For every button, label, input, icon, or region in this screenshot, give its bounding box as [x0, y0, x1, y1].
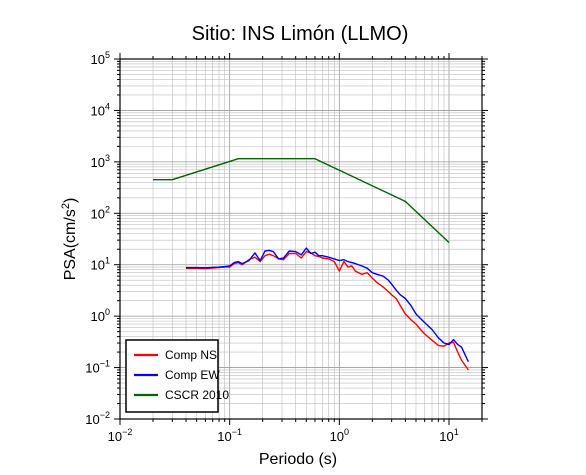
- chart-title: Sitio: INS Limón (LLMO): [192, 23, 409, 45]
- x-axis: 10−2 10−1 100 101: [108, 53, 483, 444]
- legend-label: Comp NS: [165, 348, 217, 362]
- x-tick-label: 100: [330, 427, 349, 444]
- legend: Comp NS Comp EW CSCR 2010: [125, 339, 229, 413]
- y-tick-label: 101: [91, 256, 110, 273]
- x-axis-label: Periodo (s): [259, 451, 337, 468]
- legend-label: Comp EW: [165, 368, 220, 382]
- legend-box: [125, 339, 219, 413]
- y-axis-label: PSA(cm/s2): [60, 198, 79, 281]
- y-tick-label: 102: [91, 204, 110, 221]
- series-line-cscr-2010: [153, 157, 450, 244]
- y-tick-label: 10−1: [85, 359, 110, 376]
- grid: [119, 58, 483, 420]
- plot-frame: [119, 58, 483, 420]
- y-tick-label: 100: [91, 307, 110, 324]
- y-tick-label: 103: [91, 153, 110, 170]
- y-axis: 10−2 10−1 100 101 102 103 104 105: [85, 50, 488, 427]
- y-tick-label: 10−2: [85, 410, 110, 427]
- y-tick-label: 104: [91, 101, 110, 118]
- series-line-comp-ns: [186, 250, 469, 371]
- x-tick-label: 101: [439, 427, 458, 444]
- x-tick-label: 10−2: [108, 427, 133, 444]
- legend-label: CSCR 2010: [165, 388, 229, 402]
- y-tick-label: 105: [91, 50, 110, 67]
- series-line-comp-ew: [186, 247, 469, 362]
- x-tick-label: 10−1: [217, 427, 242, 444]
- series-lines: [153, 157, 469, 371]
